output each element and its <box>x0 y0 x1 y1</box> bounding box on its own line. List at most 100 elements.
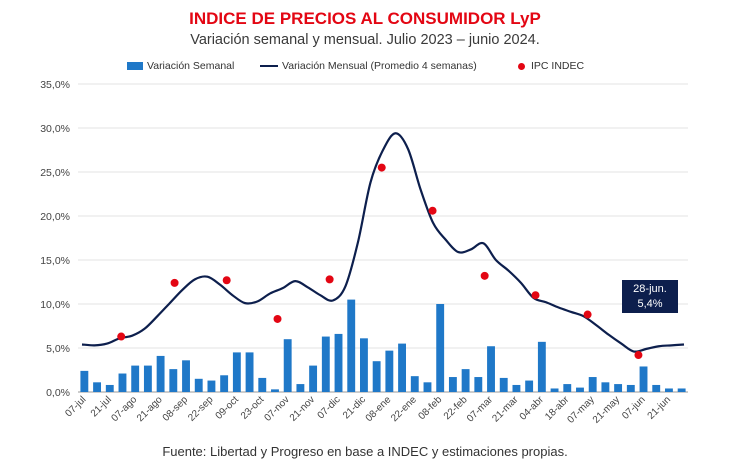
chart-subtitle: Variación semanal y mensual. Julio 2023 … <box>190 32 540 48</box>
weekly-bar <box>105 384 114 392</box>
x-axis: 07-jul 21-jul07-ago21-ago08-sep22-sep09-o… <box>63 394 673 426</box>
weekly-bar <box>80 370 89 392</box>
weekly-bar <box>601 382 610 392</box>
weekly-bar <box>398 343 407 392</box>
weekly-bar <box>461 369 470 392</box>
source-note: Fuente: Libertad y Progreso en base a IN… <box>162 444 568 459</box>
x-tick-label: 07-dic <box>316 394 343 421</box>
weekly-bar <box>512 384 521 392</box>
weekly-bar <box>448 377 457 392</box>
weekly-bar <box>614 384 623 392</box>
ipc-point <box>531 291 540 300</box>
y-tick-label: 20,0% <box>40 211 70 223</box>
weekly-bar <box>169 369 178 392</box>
weekly-bar <box>639 366 648 392</box>
weekly-bar <box>283 339 292 392</box>
ipc-point <box>117 332 126 341</box>
monthly-line <box>81 132 685 353</box>
monthly-line-path <box>81 132 685 353</box>
weekly-bar <box>309 365 318 392</box>
x-tick-label: 08-ene <box>364 394 394 424</box>
x-tick-label: 09-oct <box>214 394 242 422</box>
latest-value-callout: 28-jun. 5,4% <box>622 280 678 313</box>
weekly-bar <box>347 299 356 392</box>
legend-label-ipc: IPC INDEC <box>531 60 585 72</box>
weekly-bar <box>232 352 241 392</box>
callout-date: 28-jun. <box>633 283 667 295</box>
x-tick-label: 07-may <box>565 394 596 425</box>
x-tick-label: 07-nov <box>262 394 291 423</box>
weekly-bar <box>677 388 686 392</box>
y-tick-label: 0,0% <box>46 387 70 399</box>
weekly-bar <box>296 384 305 392</box>
weekly-bar <box>93 382 102 392</box>
x-tick-label: 21-nov <box>288 394 317 423</box>
ipc-point <box>170 278 179 287</box>
x-tick-label: 21-mar <box>490 394 521 425</box>
legend: Variación Semanal Variación Mensual (Pro… <box>0 60 730 76</box>
weekly-bar <box>423 382 432 392</box>
y-axis: 0,0% 5,0% 10,0% 15,0% 20,0% 25,0% 30,0% 35,0% <box>40 79 70 399</box>
weekly-bars <box>80 299 686 392</box>
x-tick-label: 08-sep <box>161 394 191 424</box>
ipc-point <box>377 163 386 172</box>
weekly-bar <box>220 375 229 392</box>
ipc-point <box>273 314 282 323</box>
weekly-bar <box>245 352 254 392</box>
weekly-bar <box>334 333 343 392</box>
legend-dot-swatch <box>518 62 525 70</box>
weekly-bar <box>194 378 203 392</box>
y-tick-label: 25,0% <box>40 167 70 179</box>
weekly-bar <box>359 338 368 392</box>
weekly-bar <box>664 388 673 392</box>
weekly-bar <box>207 380 216 392</box>
legend-line-swatch <box>260 65 278 67</box>
weekly-bar <box>182 360 190 392</box>
weekly-bar <box>372 361 381 392</box>
chart-title: INDICE DE PRECIOS AL CONSUMIDOR LyP <box>189 9 541 28</box>
weekly-bar <box>537 341 546 392</box>
weekly-bar <box>271 389 279 392</box>
weekly-bar <box>258 377 267 392</box>
x-tick-label: 07-jun <box>620 394 647 421</box>
weekly-bar <box>156 355 165 392</box>
weekly-bar <box>436 304 445 392</box>
x-tick-label: 08-feb <box>416 394 444 422</box>
ipc-point <box>222 276 231 285</box>
weekly-bar <box>563 384 572 392</box>
y-tick-label: 30,0% <box>40 123 70 135</box>
ipc-point <box>583 310 592 319</box>
weekly-bar <box>474 377 483 392</box>
ipc-point <box>325 275 334 284</box>
y-tick-label: 5,0% <box>46 343 70 355</box>
weekly-bar <box>550 388 559 392</box>
weekly-bar <box>652 384 661 392</box>
x-tick-label: 21-ago <box>135 394 165 424</box>
x-tick-label: 23-oct <box>239 394 267 422</box>
legend-item-ipc: IPC INDEC <box>518 60 584 72</box>
legend-item-monthly: Variación Mensual (Promedio 4 semanas) <box>260 60 477 72</box>
weekly-bar <box>321 336 330 392</box>
weekly-bar <box>487 346 495 392</box>
x-tick-label: 07-ago <box>110 394 140 424</box>
weekly-bar <box>588 377 597 392</box>
x-tick-label: 21-jun <box>646 394 673 421</box>
weekly-bar <box>143 365 152 392</box>
ipc-point <box>428 206 437 215</box>
x-tick-label: 22-ene <box>389 394 419 424</box>
weekly-bar <box>131 365 140 392</box>
ipc-points <box>117 163 643 360</box>
ipc-point <box>480 271 489 280</box>
x-tick-label: 21-may <box>591 394 622 425</box>
x-tick-label: 22-sep <box>186 394 216 424</box>
callout-value: 5,4% <box>637 298 663 310</box>
legend-item-weekly: Variación Semanal <box>127 60 234 72</box>
ipc-point <box>634 351 643 360</box>
y-tick-label: 15,0% <box>40 255 70 267</box>
weekly-bar <box>118 373 127 392</box>
weekly-bar <box>410 376 419 392</box>
weekly-bar <box>626 384 635 392</box>
x-tick-label: 04-abr <box>518 394 547 423</box>
